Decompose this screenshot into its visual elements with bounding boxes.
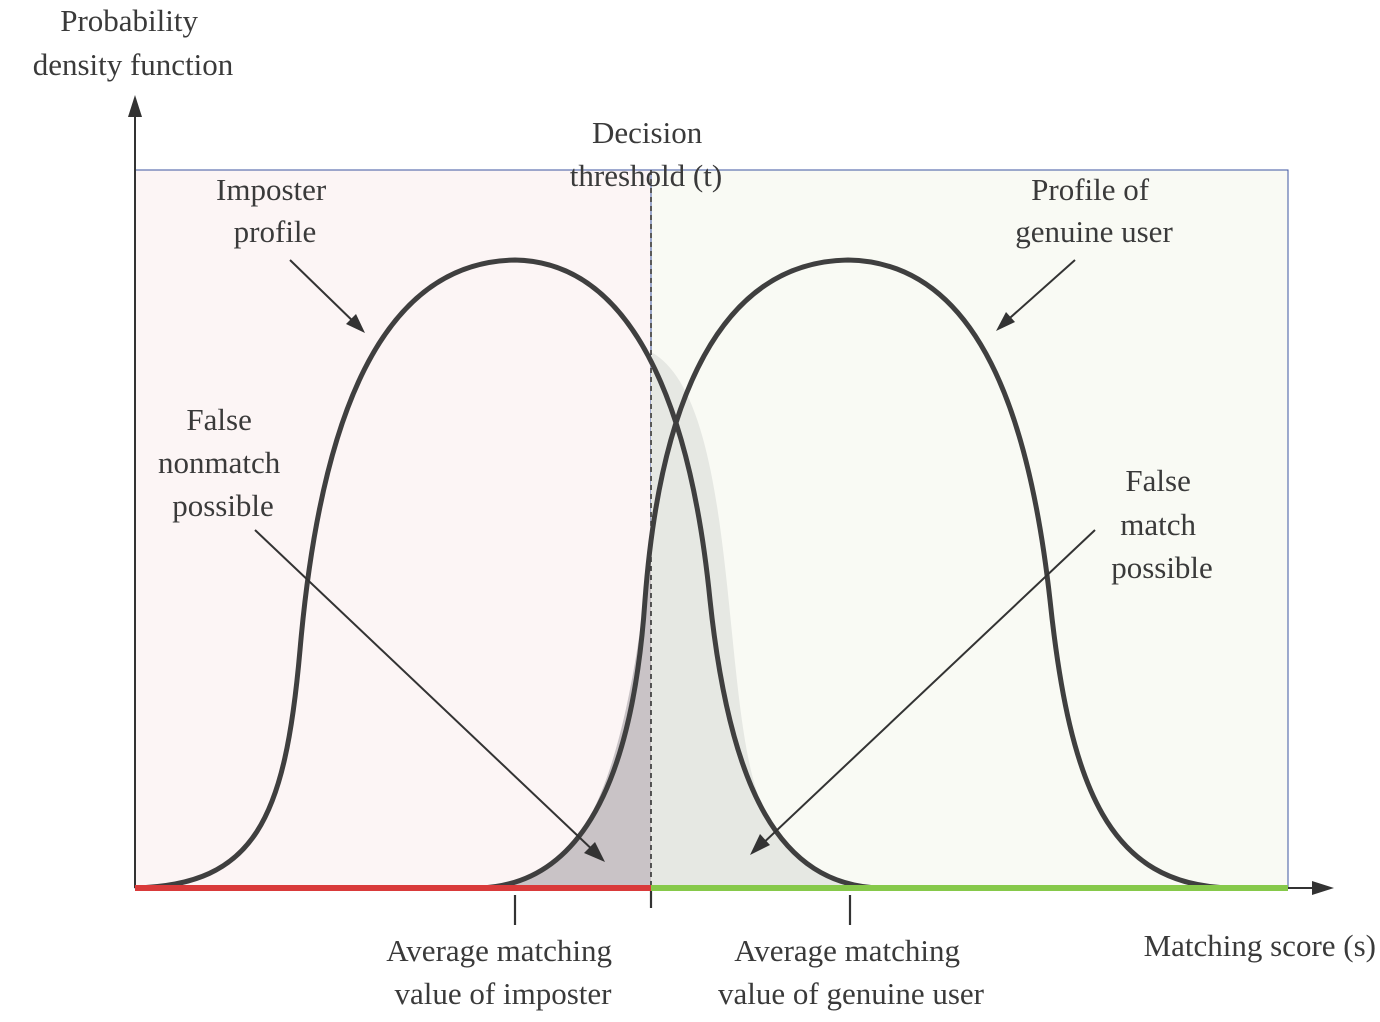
- reject-bar: [135, 885, 651, 891]
- y-axis-arrowhead: [128, 95, 142, 117]
- false-match-area: [651, 352, 880, 888]
- accept-bar: [651, 885, 1288, 891]
- x-axis-label: Matching score (s): [1144, 928, 1376, 963]
- false-match-arrowhead: [750, 834, 770, 855]
- avg-imposter-label: Average matching value of imposter: [386, 933, 620, 1011]
- false-nonmatch-arrowhead: [584, 842, 605, 862]
- genuine-pointer-arrowhead: [996, 312, 1015, 331]
- imposter-region: [134, 169, 652, 889]
- genuine-curve: [479, 257, 1231, 891]
- imposter-pointer-arrow: [289, 259, 361, 329]
- genuine-pointer-arrow: [1001, 259, 1076, 326]
- false-nonmatch-arrow: [254, 529, 599, 856]
- imposter-curve: [134, 257, 881, 891]
- false-nonmatch-area: [480, 540, 651, 888]
- false-nonmatch-label: False nonmatch possible: [158, 402, 288, 523]
- imposter-profile-label: Imposter profile: [216, 172, 334, 249]
- false-match-label: False match possible: [1111, 463, 1213, 585]
- false-match-arrow: [757, 529, 1096, 849]
- avg-genuine-label: Average matching value of genuine user: [718, 933, 985, 1011]
- imposter-pointer-arrowhead: [346, 314, 365, 333]
- y-axis-label: Probability density function: [33, 3, 234, 82]
- x-axis-arrowhead: [1312, 881, 1334, 895]
- genuine-profile-label: Profile of genuine user: [1015, 172, 1173, 249]
- threshold-label: Decision threshold (t): [570, 115, 722, 193]
